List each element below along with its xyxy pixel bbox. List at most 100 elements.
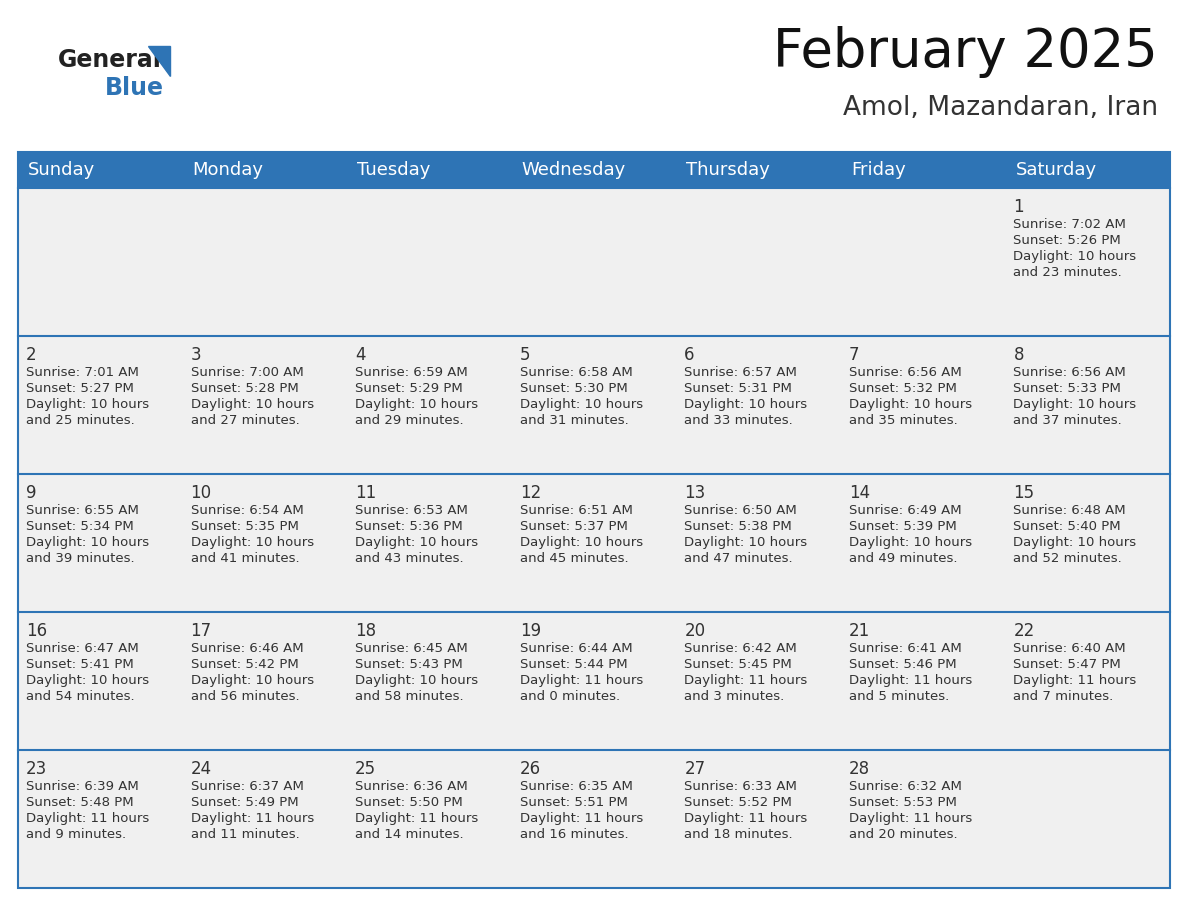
Text: Sunrise: 6:44 AM: Sunrise: 6:44 AM xyxy=(519,642,632,655)
Text: Sunrise: 6:50 AM: Sunrise: 6:50 AM xyxy=(684,504,797,517)
Text: Sunset: 5:49 PM: Sunset: 5:49 PM xyxy=(190,796,298,809)
Text: Blue: Blue xyxy=(105,76,164,100)
Bar xyxy=(183,612,347,750)
Text: Daylight: 11 hours: Daylight: 11 hours xyxy=(190,812,314,825)
Text: and 56 minutes.: and 56 minutes. xyxy=(190,690,299,703)
Text: Sunset: 5:34 PM: Sunset: 5:34 PM xyxy=(26,520,134,533)
Text: 4: 4 xyxy=(355,346,366,364)
Bar xyxy=(183,336,347,474)
Bar xyxy=(183,188,347,336)
Text: Sunset: 5:50 PM: Sunset: 5:50 PM xyxy=(355,796,463,809)
Text: Sunday: Sunday xyxy=(29,161,95,179)
Text: and 27 minutes.: and 27 minutes. xyxy=(190,414,299,427)
Text: Daylight: 10 hours: Daylight: 10 hours xyxy=(26,536,150,549)
Text: 3: 3 xyxy=(190,346,201,364)
Text: Sunrise: 6:58 AM: Sunrise: 6:58 AM xyxy=(519,366,632,379)
Text: Monday: Monday xyxy=(192,161,264,179)
Bar xyxy=(347,612,512,750)
Text: 6: 6 xyxy=(684,346,695,364)
Text: Sunrise: 7:01 AM: Sunrise: 7:01 AM xyxy=(26,366,139,379)
Text: 18: 18 xyxy=(355,622,377,640)
Text: 27: 27 xyxy=(684,760,706,778)
Text: Daylight: 10 hours: Daylight: 10 hours xyxy=(190,398,314,411)
Text: Sunrise: 6:51 AM: Sunrise: 6:51 AM xyxy=(519,504,632,517)
Text: and 11 minutes.: and 11 minutes. xyxy=(190,828,299,841)
Text: Sunrise: 6:53 AM: Sunrise: 6:53 AM xyxy=(355,504,468,517)
Text: and 41 minutes.: and 41 minutes. xyxy=(190,552,299,565)
Text: 19: 19 xyxy=(519,622,541,640)
Text: Sunrise: 6:41 AM: Sunrise: 6:41 AM xyxy=(849,642,961,655)
Bar xyxy=(347,152,512,188)
Text: Daylight: 10 hours: Daylight: 10 hours xyxy=(849,536,972,549)
Text: 17: 17 xyxy=(190,622,211,640)
Text: 14: 14 xyxy=(849,484,870,502)
Bar xyxy=(841,336,1005,474)
Text: Sunset: 5:52 PM: Sunset: 5:52 PM xyxy=(684,796,792,809)
Bar xyxy=(676,152,841,188)
Bar xyxy=(676,750,841,888)
Bar xyxy=(676,336,841,474)
Bar xyxy=(676,474,841,612)
Bar xyxy=(18,474,183,612)
Bar xyxy=(512,612,676,750)
Bar xyxy=(1005,152,1170,188)
Bar xyxy=(512,474,676,612)
Text: Sunset: 5:33 PM: Sunset: 5:33 PM xyxy=(1013,382,1121,395)
Text: and 58 minutes.: and 58 minutes. xyxy=(355,690,463,703)
Text: Thursday: Thursday xyxy=(687,161,770,179)
Bar xyxy=(1005,474,1170,612)
Text: Sunset: 5:45 PM: Sunset: 5:45 PM xyxy=(684,658,792,671)
Text: Daylight: 10 hours: Daylight: 10 hours xyxy=(355,674,479,687)
Text: Daylight: 11 hours: Daylight: 11 hours xyxy=(26,812,150,825)
Text: and 14 minutes.: and 14 minutes. xyxy=(355,828,463,841)
Text: Saturday: Saturday xyxy=(1016,161,1097,179)
Text: Sunset: 5:28 PM: Sunset: 5:28 PM xyxy=(190,382,298,395)
Text: Sunset: 5:46 PM: Sunset: 5:46 PM xyxy=(849,658,956,671)
Text: Sunrise: 6:59 AM: Sunrise: 6:59 AM xyxy=(355,366,468,379)
Text: 23: 23 xyxy=(26,760,48,778)
Text: Sunrise: 6:57 AM: Sunrise: 6:57 AM xyxy=(684,366,797,379)
Text: General: General xyxy=(58,48,162,72)
Text: Daylight: 10 hours: Daylight: 10 hours xyxy=(26,674,150,687)
Text: Daylight: 11 hours: Daylight: 11 hours xyxy=(1013,674,1137,687)
Text: Sunrise: 6:48 AM: Sunrise: 6:48 AM xyxy=(1013,504,1126,517)
Text: Daylight: 11 hours: Daylight: 11 hours xyxy=(684,674,808,687)
Text: Sunrise: 6:47 AM: Sunrise: 6:47 AM xyxy=(26,642,139,655)
Text: Daylight: 11 hours: Daylight: 11 hours xyxy=(519,674,643,687)
Text: 26: 26 xyxy=(519,760,541,778)
Text: and 16 minutes.: and 16 minutes. xyxy=(519,828,628,841)
Text: Sunset: 5:48 PM: Sunset: 5:48 PM xyxy=(26,796,133,809)
Text: Sunrise: 6:55 AM: Sunrise: 6:55 AM xyxy=(26,504,139,517)
Bar xyxy=(183,152,347,188)
Text: Sunrise: 7:02 AM: Sunrise: 7:02 AM xyxy=(1013,218,1126,231)
Text: and 39 minutes.: and 39 minutes. xyxy=(26,552,134,565)
Text: Sunset: 5:27 PM: Sunset: 5:27 PM xyxy=(26,382,134,395)
Text: Daylight: 10 hours: Daylight: 10 hours xyxy=(1013,250,1137,263)
Text: and 54 minutes.: and 54 minutes. xyxy=(26,690,134,703)
Text: 9: 9 xyxy=(26,484,37,502)
Text: 21: 21 xyxy=(849,622,870,640)
Text: Daylight: 11 hours: Daylight: 11 hours xyxy=(849,812,972,825)
Text: and 47 minutes.: and 47 minutes. xyxy=(684,552,792,565)
Text: Daylight: 10 hours: Daylight: 10 hours xyxy=(684,536,808,549)
Text: Sunset: 5:39 PM: Sunset: 5:39 PM xyxy=(849,520,956,533)
Bar xyxy=(841,612,1005,750)
Text: Daylight: 10 hours: Daylight: 10 hours xyxy=(355,398,479,411)
Text: Sunrise: 6:56 AM: Sunrise: 6:56 AM xyxy=(1013,366,1126,379)
Text: Sunset: 5:30 PM: Sunset: 5:30 PM xyxy=(519,382,627,395)
Text: Sunset: 5:47 PM: Sunset: 5:47 PM xyxy=(1013,658,1121,671)
Text: Sunrise: 6:45 AM: Sunrise: 6:45 AM xyxy=(355,642,468,655)
Text: Daylight: 10 hours: Daylight: 10 hours xyxy=(519,536,643,549)
Text: and 0 minutes.: and 0 minutes. xyxy=(519,690,620,703)
Bar xyxy=(512,152,676,188)
Text: Daylight: 11 hours: Daylight: 11 hours xyxy=(355,812,479,825)
Text: Sunset: 5:44 PM: Sunset: 5:44 PM xyxy=(519,658,627,671)
Text: Daylight: 10 hours: Daylight: 10 hours xyxy=(684,398,808,411)
Bar xyxy=(512,750,676,888)
Bar xyxy=(676,612,841,750)
Text: and 23 minutes.: and 23 minutes. xyxy=(1013,266,1123,279)
Text: Sunrise: 6:54 AM: Sunrise: 6:54 AM xyxy=(190,504,303,517)
Text: 10: 10 xyxy=(190,484,211,502)
Text: and 5 minutes.: and 5 minutes. xyxy=(849,690,949,703)
Bar xyxy=(1005,750,1170,888)
